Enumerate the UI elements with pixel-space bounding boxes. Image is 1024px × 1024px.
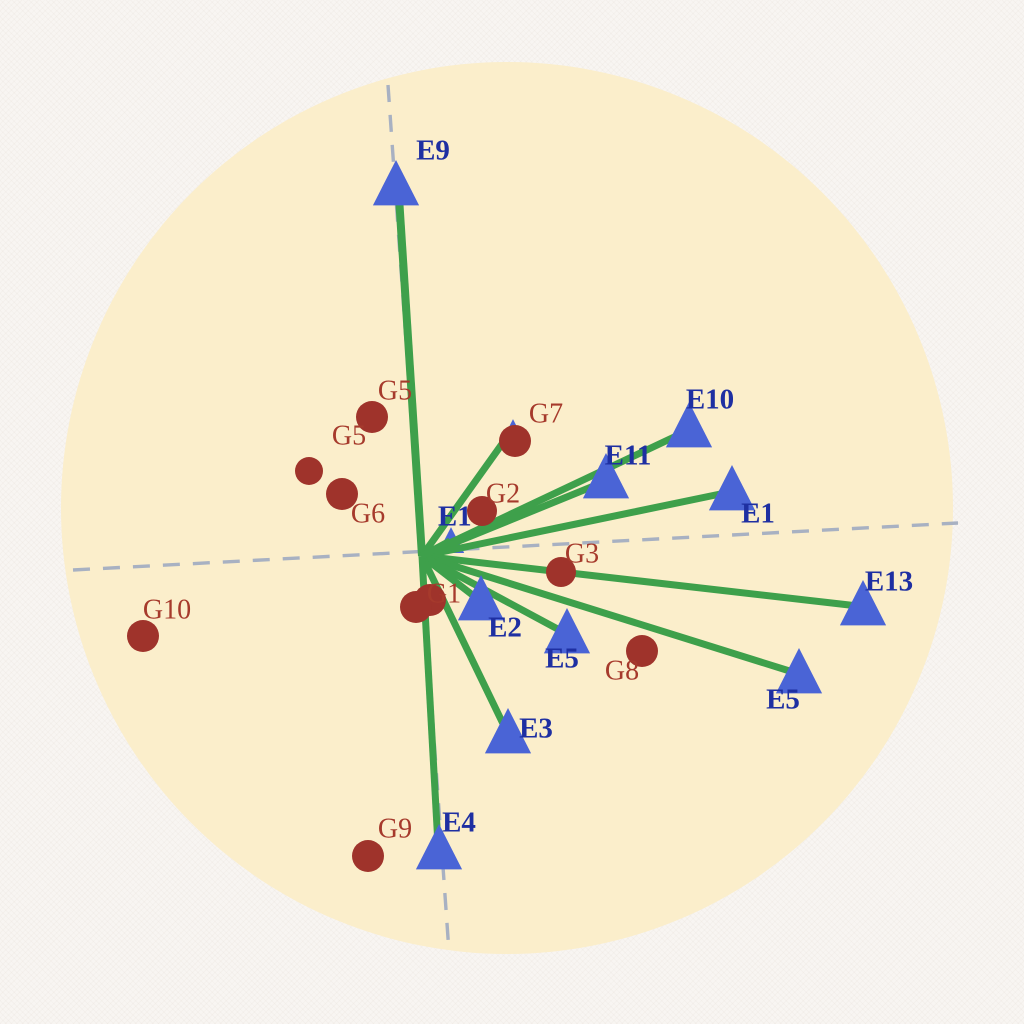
- env-triangle-marker-e11: [582, 452, 630, 499]
- env-triangle-marker-e9: [372, 159, 420, 206]
- env-triangle-marker-e5: [543, 607, 591, 654]
- env-point-label-e5: E5: [545, 643, 579, 675]
- gen-circle-marker-g1: [400, 591, 432, 623]
- gen-point-label-g2: G2: [486, 478, 520, 509]
- gen-circle-marker-g5: [295, 457, 323, 485]
- gen-point-label-g3: G3: [565, 538, 599, 569]
- env-vector-hidden-behind-G7: [419, 427, 515, 559]
- env-vector-E2: [419, 553, 482, 603]
- gen-circle-marker-g6: [326, 478, 358, 510]
- env-vector-E5-right: [420, 552, 798, 677]
- gen-circle-marker-g5: [356, 401, 388, 433]
- gen-point-label-g10: G10: [143, 594, 191, 625]
- env-triangle-marker-e4: [415, 823, 463, 870]
- env-triangle-marker-e1: [708, 464, 756, 511]
- env-point-label-e11: E11: [605, 440, 652, 472]
- gen-point-label-g5: G5: [332, 420, 366, 451]
- env-triangle-marker-e10: [665, 401, 713, 448]
- gen-point-label-g7: G7: [529, 398, 563, 429]
- env-vector-E1: [421, 488, 731, 560]
- gen-point-label-g6: G6: [351, 498, 385, 529]
- env-point-label-e3: E3: [519, 713, 553, 745]
- env-point-label-e1: E1: [741, 498, 775, 530]
- env-triangle-marker-e3: [484, 707, 532, 754]
- plot-disc: [61, 62, 953, 954]
- gen-circle-marker-g7: [499, 425, 531, 457]
- gen-point-label-g8: G8: [605, 655, 639, 686]
- env-triangle-marker-e13: [839, 579, 887, 626]
- gen-point-label-g1: G1: [427, 578, 461, 609]
- env-point-label-e4: E4: [442, 807, 476, 839]
- gen-circle-marker-g3: [546, 557, 576, 587]
- env-triangle-marker-e5: [775, 647, 823, 694]
- env-vector-E11: [420, 477, 608, 560]
- env-vector-E9: [395, 196, 426, 557]
- env-vector-E13: [421, 552, 859, 610]
- gen-circle-marker-g10: [127, 620, 159, 652]
- env-triangle-marker-e2: [457, 574, 505, 621]
- gen-circle-marker-g9: [352, 840, 384, 872]
- env-vector-E14: [420, 537, 452, 560]
- env-point-label-e5: E5: [766, 684, 800, 716]
- env-point-label-e9: E9: [416, 135, 450, 167]
- gen-circle-marker-g2: [467, 496, 497, 526]
- env-point-label-e2: E2: [488, 612, 522, 644]
- env-vector-E5-mid: [420, 552, 567, 637]
- gen-point-label-g9: G9: [378, 813, 412, 844]
- env-point-label-e10: E10: [686, 384, 734, 416]
- gen-circle-marker-g8: [626, 635, 658, 667]
- gen-point-label-g5: G5: [378, 375, 412, 406]
- env-point-label-e13: E13: [865, 566, 913, 598]
